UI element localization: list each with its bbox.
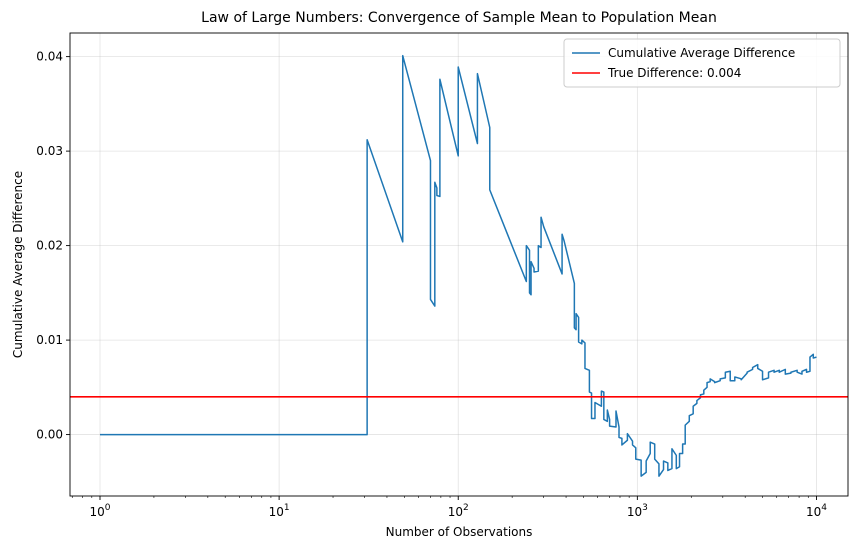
y-axis-label: Cumulative Average Difference <box>11 171 25 358</box>
x-axis: 100 101 102 103 104 <box>71 496 827 519</box>
y-tick-label: 0.04 <box>36 50 63 64</box>
legend: Cumulative Average Difference True Diffe… <box>563 38 841 88</box>
x-tick-label: 103 <box>627 503 648 519</box>
plot-area <box>70 54 848 477</box>
y-tick-label: 0.01 <box>36 333 63 347</box>
legend-label-cumulative-average: Cumulative Average Difference <box>608 46 795 60</box>
legend-label-true-difference: True Difference: 0.004 <box>607 66 741 80</box>
y-tick-label: 0.02 <box>36 239 63 253</box>
y-axis: 0.00 0.01 0.02 0.03 0.04 <box>36 50 70 442</box>
x-tick-label: 101 <box>269 503 290 519</box>
x-tick-label: 102 <box>448 503 469 519</box>
x-tick-label: 104 <box>806 503 827 519</box>
y-tick-label: 0.03 <box>36 144 63 158</box>
grid <box>70 33 848 496</box>
chart-title: Law of Large Numbers: Convergence of Sam… <box>201 10 717 26</box>
x-axis-label: Number of Observations <box>386 525 533 539</box>
plot-frame <box>69 32 849 497</box>
cumulative-average-line <box>100 54 817 477</box>
legend-box <box>563 38 841 88</box>
x-tick-label: 100 <box>89 503 110 519</box>
y-tick-label: 0.00 <box>36 428 63 442</box>
